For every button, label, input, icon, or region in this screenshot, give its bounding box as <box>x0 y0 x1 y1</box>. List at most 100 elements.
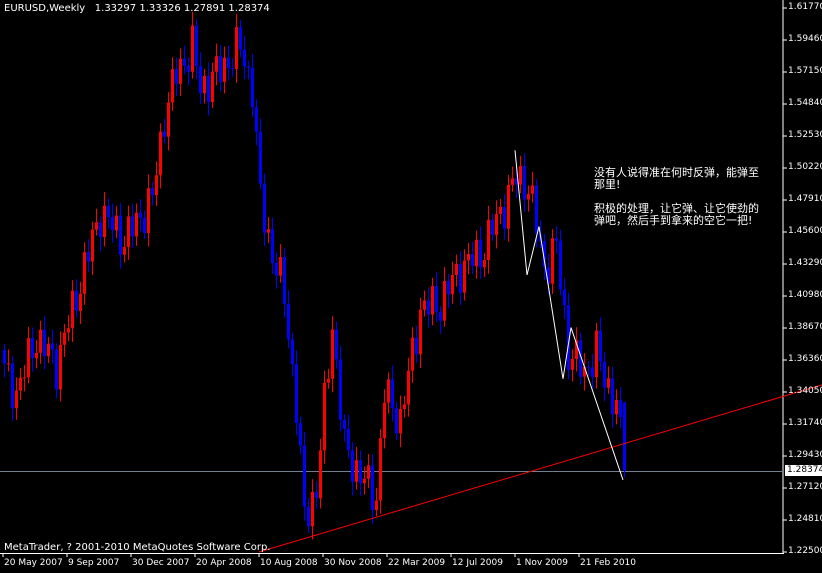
candle-body <box>119 215 122 255</box>
candle-body <box>483 260 486 268</box>
candle-body <box>199 66 202 94</box>
candle-body <box>239 27 242 50</box>
candle-body <box>331 329 334 379</box>
ohlc-open: 1.33297 <box>94 3 137 14</box>
candle-body <box>451 275 454 295</box>
candle-body <box>579 340 582 377</box>
candle-body <box>275 263 278 276</box>
candle-body <box>355 460 358 482</box>
candle-body <box>131 216 134 237</box>
chart-title: EURUSD,Weekly 1.33297 1.33326 1.27891 1.… <box>4 3 270 15</box>
candle-body <box>343 419 346 429</box>
candle-body <box>231 68 234 70</box>
zigzag-projection-line <box>514 150 624 481</box>
annotation-line-2: 积极的处理，让它弹、让它使劲的弹吧，然后手到拿来的空它一把! <box>594 202 759 227</box>
candle-body <box>371 465 374 511</box>
candle-body <box>167 102 170 137</box>
candle-body <box>463 260 466 293</box>
price-tick-label: 1.59460 <box>788 34 822 44</box>
candle-body <box>435 286 438 312</box>
candle-body <box>563 289 566 306</box>
candle-body <box>307 506 310 527</box>
candle-body <box>107 205 110 218</box>
date-tick-label: 12 Jul 2009 <box>452 558 503 568</box>
candle-body <box>303 445 306 507</box>
candle-body <box>599 330 602 362</box>
price-tick-label: 1.36360 <box>788 354 822 364</box>
date-tick-label: 22 Mar 2009 <box>388 558 446 568</box>
candle-body <box>243 49 246 67</box>
candle-body <box>323 382 326 451</box>
candle-body <box>47 343 50 357</box>
candle-body <box>447 281 450 295</box>
candle-body <box>407 370 410 405</box>
candle-body <box>391 379 394 409</box>
candle-body <box>383 402 386 439</box>
candle-body <box>515 178 518 185</box>
candle-body <box>255 107 258 132</box>
price-tick-label: 1.27120 <box>788 482 822 492</box>
candle-body <box>475 239 478 267</box>
candle-body <box>619 399 622 417</box>
annotation-text: 没有人说得准在何时反弹，能弹至那里! 积极的处理，让它弹、让它使劲的弹吧，然后手… <box>594 167 769 239</box>
candle-body <box>87 252 90 262</box>
candle-body <box>591 367 594 377</box>
candle-body <box>235 27 238 69</box>
candle-body <box>495 213 498 236</box>
candle-body <box>35 352 38 359</box>
candle-body <box>191 25 194 72</box>
candle-body <box>567 305 570 370</box>
candle-body <box>127 216 130 248</box>
candle-body <box>335 329 338 360</box>
candle-body <box>395 408 398 434</box>
candle-body <box>3 349 6 364</box>
candle-body <box>535 185 538 234</box>
candle-body <box>603 361 606 388</box>
candle-body <box>175 69 178 84</box>
candle-body <box>159 131 162 176</box>
candle-body <box>91 229 94 262</box>
price-tick-label: 1.29430 <box>788 450 822 460</box>
candle-body <box>575 340 578 359</box>
candle-body <box>59 344 62 390</box>
price-tick-label: 1.54840 <box>788 98 822 108</box>
candle-body <box>351 450 354 482</box>
candle-body <box>7 363 10 365</box>
candle-body <box>299 423 302 446</box>
price-tick-label: 1.43290 <box>788 258 822 268</box>
candle-body <box>139 212 142 218</box>
candle-body <box>403 404 406 410</box>
candle-body <box>455 263 458 276</box>
support-trendline <box>258 384 822 553</box>
candle-body <box>587 366 590 368</box>
candle-body <box>31 338 34 359</box>
price-tick-label: 1.31740 <box>788 418 822 428</box>
candle-body <box>319 450 322 499</box>
price-tick-label: 1.50220 <box>788 162 822 172</box>
candle-body <box>195 25 198 67</box>
candle-body <box>427 300 430 315</box>
candle-body <box>511 178 514 185</box>
candle-body <box>467 253 470 261</box>
candle-body <box>99 222 102 238</box>
candle-body <box>79 293 82 311</box>
candle-body <box>439 311 442 321</box>
candle-body <box>443 281 446 321</box>
candle-body <box>147 188 150 234</box>
candle-body <box>551 238 554 284</box>
candle-body <box>531 185 534 194</box>
candle-body <box>367 465 370 479</box>
candle-body <box>123 247 126 255</box>
candle-body <box>499 206 502 214</box>
candle-body <box>259 131 262 184</box>
candle-body <box>115 215 118 231</box>
candle-body <box>67 328 70 333</box>
price-tick-label: 1.45600 <box>788 226 822 236</box>
candle-body <box>283 256 286 304</box>
price-tick-label: 1.57150 <box>788 66 822 76</box>
candle-body <box>287 303 290 340</box>
candle-body <box>459 263 462 293</box>
date-tick-label: 30 Dec 2007 <box>132 558 190 568</box>
